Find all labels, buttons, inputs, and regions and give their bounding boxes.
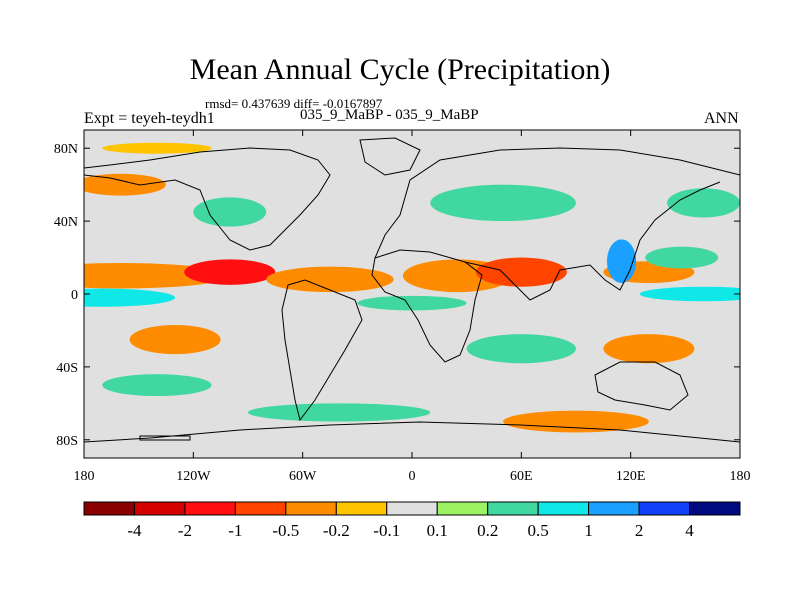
colorbar-label-10: 2 xyxy=(635,521,644,540)
antarctica-outline xyxy=(84,421,740,443)
anomaly-region-17 xyxy=(84,173,166,196)
map-background xyxy=(84,130,740,458)
x-tick-label-2: 60W xyxy=(289,469,317,484)
colorbar-label-5: -0.1 xyxy=(373,521,400,540)
colorbar-box-4 xyxy=(285,501,337,516)
anomaly-region-16 xyxy=(430,184,576,222)
eurasia-outline xyxy=(374,147,740,301)
anomaly-region-19 xyxy=(248,403,431,422)
anomaly-region-10 xyxy=(645,246,719,269)
season-label: ANN xyxy=(704,110,739,127)
colorbar-label-0: -4 xyxy=(127,521,142,540)
anomaly-region-18 xyxy=(667,188,740,218)
anomaly-region-4 xyxy=(475,257,567,287)
axes: 180 120W 60W 0 60E 120E 180 80N 40N 0 40S 80S xyxy=(54,130,751,484)
stats-label: rmsd= 0.437639 diff= -0.0167897 xyxy=(205,96,383,111)
colorbar-box-9 xyxy=(537,501,590,516)
y-tick-label-2: 0 xyxy=(71,288,78,303)
subtitle-label: 035_9_MaBP - 035_9_MaBP xyxy=(300,107,479,123)
australia-outline xyxy=(594,361,689,411)
greenland-outline xyxy=(359,137,421,176)
x-tick-label-1: 120W xyxy=(176,469,211,484)
anomaly-region-15 xyxy=(193,197,267,227)
x-tick-label-6: 180 xyxy=(730,469,751,484)
colorbar-label-4: -0.2 xyxy=(323,521,350,540)
anomaly-region-11 xyxy=(129,324,221,355)
colorbar-box-1 xyxy=(133,501,186,516)
colorbar-label-3: -0.5 xyxy=(272,521,299,540)
colorbar-label-8: 0.5 xyxy=(528,521,549,540)
colorbar-box-2 xyxy=(184,501,236,516)
colorbar-label-9: 1 xyxy=(584,521,593,540)
anomaly-region-14 xyxy=(466,334,576,364)
north-america-outline xyxy=(84,147,331,251)
anomaly-region-7 xyxy=(639,286,740,302)
data-field xyxy=(84,142,740,433)
y-tick-label-4: 80S xyxy=(56,434,78,449)
colorbar-box-11 xyxy=(638,501,691,516)
colorbar-label-1: -2 xyxy=(178,521,192,540)
x-tick-label-3: 0 xyxy=(409,469,416,484)
anomaly-region-20 xyxy=(503,410,649,433)
colorbar-label-7: 0.2 xyxy=(477,521,498,540)
anomaly-region-9 xyxy=(606,239,637,284)
anomaly-region-6 xyxy=(84,288,176,307)
colorbar-box-6 xyxy=(386,501,438,516)
chart-title: Mean Annual Cycle (Precipitation) xyxy=(189,53,611,86)
x-tick-label-4: 60E xyxy=(510,469,533,484)
y-tick-label-0: 80N xyxy=(54,142,78,157)
colorbar-box-0 xyxy=(83,501,135,516)
anomaly-region-8 xyxy=(357,295,467,311)
south-america-outline xyxy=(281,279,363,422)
colorbar-label-6: 0.1 xyxy=(427,521,448,540)
colorbar: -4 -2 -1 -0.5 -0.2 -0.1 0.1 0.2 0.5 1 2 4 xyxy=(83,501,741,540)
colorbar-label-2: -1 xyxy=(228,521,242,540)
colorbar-box-12 xyxy=(689,501,741,516)
anomaly-region-21 xyxy=(102,142,212,154)
colorbar-box-10 xyxy=(588,501,640,516)
y-tick-label-3: 40S xyxy=(56,361,78,376)
anomaly-region-12 xyxy=(102,374,212,397)
africa-outline xyxy=(371,249,483,363)
anomaly-region-2 xyxy=(266,266,394,293)
colorbar-box-3 xyxy=(234,501,287,516)
y-tick-label-1: 40N xyxy=(54,215,78,230)
colorbar-label-11: 4 xyxy=(685,521,694,540)
anomaly-region-13 xyxy=(603,334,695,364)
x-tick-label-0: 180 xyxy=(74,469,95,484)
experiment-label: Expt = teyeh-teydh1 xyxy=(84,110,215,127)
coastlines xyxy=(84,137,740,443)
colorbar-box-8 xyxy=(487,501,539,516)
anomaly-region-1 xyxy=(184,259,276,285)
antarctic-inlet-outline xyxy=(139,435,191,441)
colorbar-box-7 xyxy=(436,501,489,516)
colorbar-box-5 xyxy=(335,501,388,516)
x-tick-label-5: 120E xyxy=(616,469,646,484)
